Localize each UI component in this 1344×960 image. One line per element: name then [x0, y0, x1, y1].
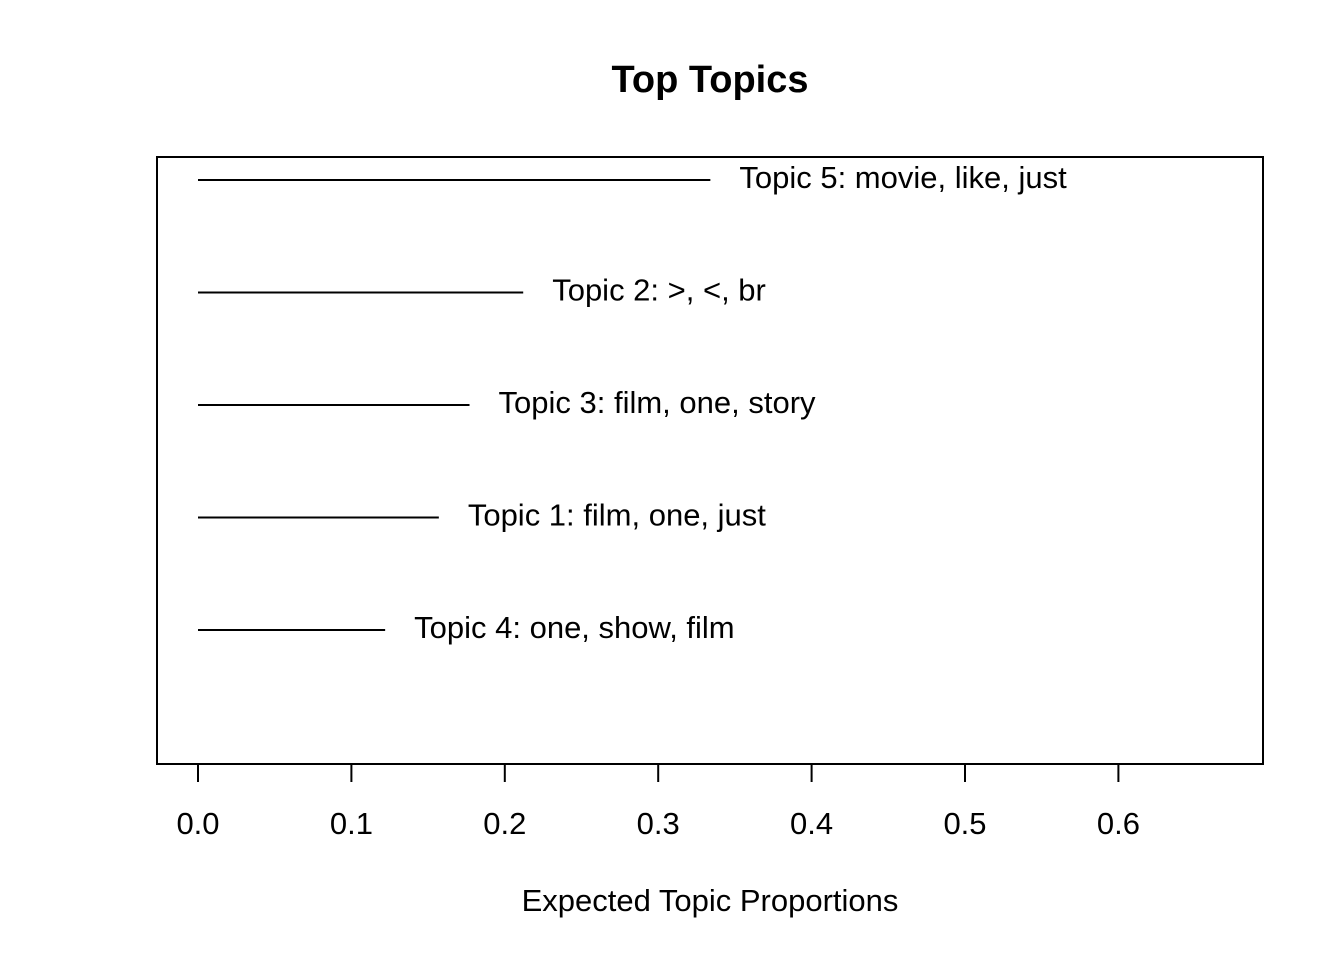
x-axis-label: Expected Topic Proportions	[522, 883, 899, 918]
x-tick-label: 0.3	[637, 806, 680, 841]
chart-title: Top Topics	[611, 59, 808, 101]
x-tick-label: 0.2	[483, 806, 526, 841]
x-tick-label: 0.0	[176, 806, 219, 841]
topic-label: Topic 2: >, <, br	[552, 273, 766, 308]
plot-frame	[156, 156, 1264, 765]
topic-label: Topic 1: film, one, just	[468, 498, 766, 533]
x-tick-label: 0.4	[790, 806, 833, 841]
x-axis: 0.0 0.1 0.2 0.3 0.4 0.5 0.6	[176, 763, 1140, 841]
x-tick-label: 0.1	[330, 806, 373, 841]
x-tick-label: 0.5	[943, 806, 986, 841]
topic-bars: Topic 5: movie, like, just Topic 2: >, <,…	[198, 160, 1067, 645]
topic-label: Topic 5: movie, like, just	[739, 160, 1067, 195]
topic-label: Topic 3: film, one, story	[499, 385, 817, 420]
topic-label: Topic 4: one, show, film	[414, 610, 735, 645]
x-tick-label: 0.6	[1097, 806, 1140, 841]
